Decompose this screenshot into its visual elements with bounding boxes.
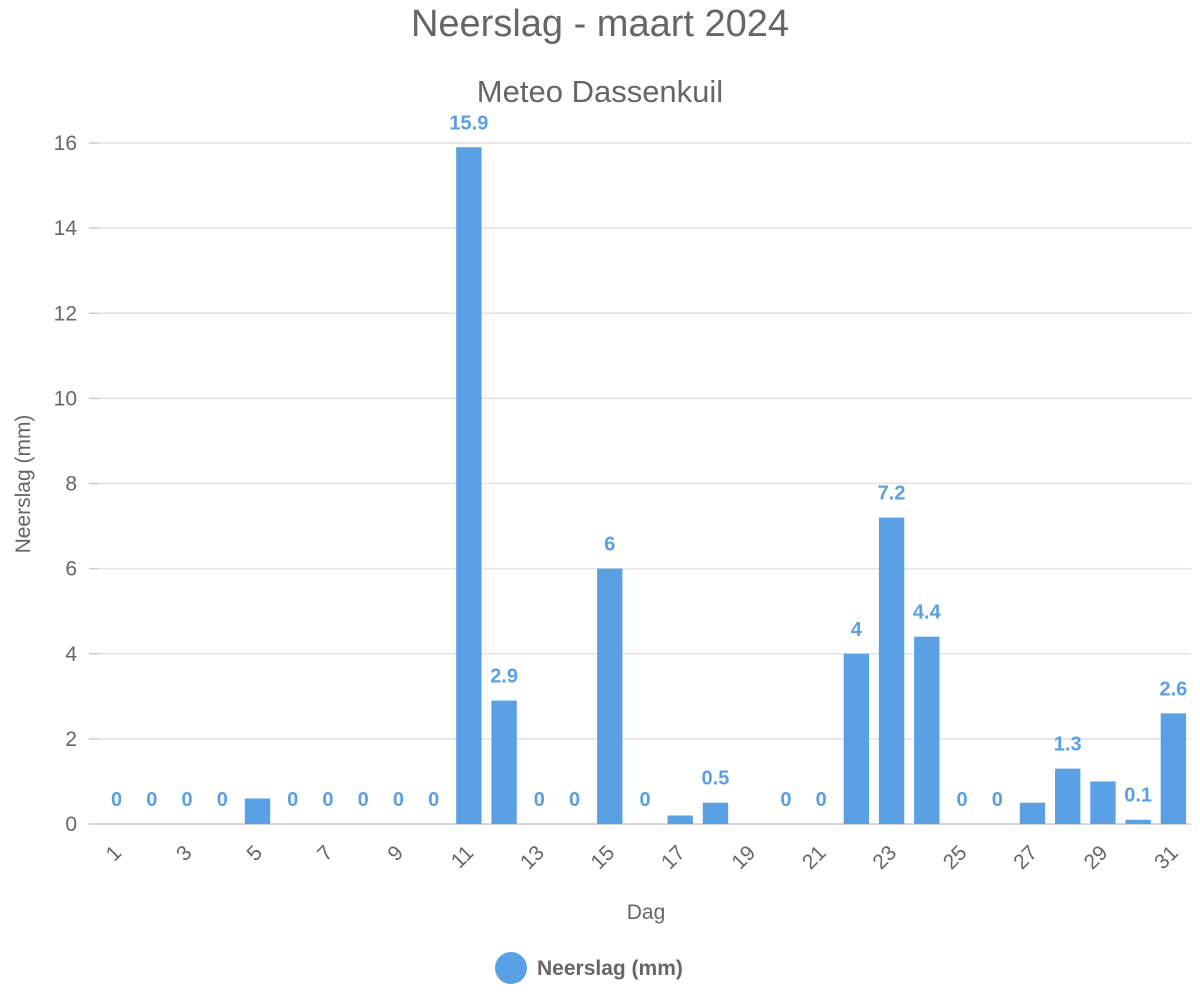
y-tick-label: 16	[54, 132, 77, 155]
y-tick-label: 12	[54, 302, 77, 325]
bar	[1125, 819, 1151, 824]
bar-layer	[244, 147, 1187, 825]
x-tick-label: 13	[516, 841, 549, 874]
data-label: 2.6	[1159, 678, 1187, 700]
x-tick-label: 5	[243, 841, 268, 866]
legend[interactable]: Neerslag (mm)	[495, 952, 683, 984]
data-label: 4	[851, 619, 863, 641]
bar	[702, 802, 729, 824]
data-label: 0	[639, 789, 650, 811]
x-tick-label: 3	[172, 841, 197, 866]
data-label: 2.9	[490, 666, 518, 688]
bar	[843, 653, 870, 824]
data-label: 0.5	[702, 768, 730, 790]
data-label: 4.4	[913, 602, 942, 624]
grid-layer	[89, 142, 1191, 825]
x-tick-label: 21	[798, 841, 831, 874]
data-label: 0	[111, 789, 122, 811]
x-tick-label: 9	[383, 841, 408, 866]
bar	[878, 517, 905, 824]
bar	[1090, 781, 1116, 824]
data-label: 0	[534, 789, 545, 811]
bar	[244, 798, 271, 824]
data-label: 0	[816, 789, 827, 811]
chart-subtitle: Meteo Dassenkuil	[477, 74, 723, 109]
data-label: 0	[287, 789, 298, 811]
x-tick-label: 31	[1150, 841, 1183, 874]
x-tick-label: 15	[587, 841, 620, 874]
data-label: 0	[322, 789, 333, 811]
data-label: 0	[992, 789, 1003, 811]
y-tick-label: 14	[54, 217, 78, 240]
data-label: 0	[146, 789, 157, 811]
y-tick-label: 8	[65, 473, 77, 496]
bar	[914, 636, 940, 824]
bar	[597, 568, 623, 824]
data-label: 6	[604, 534, 615, 556]
bar	[667, 815, 693, 824]
x-tick-label: 27	[1009, 841, 1042, 874]
x-tick-label: 25	[939, 841, 972, 874]
data-label: 15.9	[449, 112, 488, 134]
data-label: 7.2	[878, 483, 906, 505]
data-label-layer: 0 0 0 0 0 0 0 0 0 15.9 2.9 0 0 6 0 0.5 0 0 4 7.2 4.4 0 0 1.3 0.1…	[111, 112, 1187, 811]
y-axis-label: Neerslag (mm)	[12, 415, 35, 554]
chart-title: Neerslag - maart 2024	[411, 3, 789, 45]
bar	[1055, 768, 1081, 824]
y-tick-label: 6	[65, 558, 77, 581]
data-label: 0.1	[1124, 785, 1152, 807]
data-label: 0	[956, 789, 967, 811]
bar	[456, 147, 482, 825]
data-label: 1.3	[1054, 734, 1082, 756]
legend-label: Neerslag (mm)	[537, 957, 683, 980]
x-tick-label: 29	[1080, 841, 1113, 874]
data-label: 0	[358, 789, 369, 811]
bar	[1160, 713, 1187, 824]
data-label: 0	[569, 789, 580, 811]
x-tick-label: 1	[102, 841, 127, 866]
x-tick-label: 23	[868, 841, 901, 874]
y-tick-label: 4	[65, 643, 77, 666]
bar	[491, 700, 517, 824]
data-label: 0	[393, 789, 404, 811]
x-tick-label: 11	[447, 841, 479, 873]
bar	[1019, 802, 1046, 824]
y-tick-label: 10	[54, 387, 77, 410]
y-tick-label: 0	[65, 813, 77, 836]
x-tick-label: 19	[727, 841, 760, 874]
data-label: 0	[428, 789, 439, 811]
x-axis-label: Dag	[627, 901, 666, 924]
legend-swatch	[495, 952, 527, 984]
x-tick-label: 7	[313, 841, 338, 866]
x-tick-label: 17	[657, 841, 690, 874]
data-label: 0	[217, 789, 228, 811]
y-tick-label: 2	[65, 728, 77, 751]
y-axis-ticks: 0 2 4 6 8 10 12 14 16	[54, 132, 78, 836]
data-label: 0	[780, 789, 791, 811]
data-label: 0	[182, 789, 193, 811]
x-axis-ticks: 1 3 5 7 9 11 13 15 17 19 21 23 25 27 29 31	[102, 841, 1183, 874]
